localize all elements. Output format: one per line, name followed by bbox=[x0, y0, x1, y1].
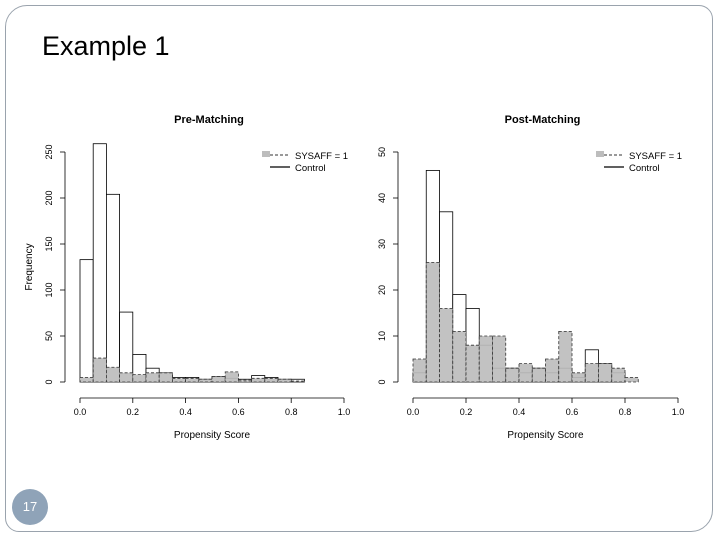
slide-title: Example 1 bbox=[42, 31, 170, 61]
chart2-y-tick-label: 40 bbox=[377, 193, 387, 203]
chart2-y-tick-label: 20 bbox=[377, 285, 387, 295]
chart1-treated-bar bbox=[171, 377, 186, 383]
chart1-y-tick-label: 200 bbox=[44, 190, 54, 205]
chart2-legend-label-treated: SYSAFF = 1 bbox=[629, 151, 682, 162]
chart2-x-tick-label: 0.0 bbox=[407, 407, 420, 417]
chart1-treated-bar bbox=[198, 378, 213, 383]
chart2-treated-bar bbox=[611, 367, 626, 383]
chart1-y-axis-label: Frequency bbox=[24, 243, 35, 290]
chart1-y-tick-label: 100 bbox=[44, 282, 54, 297]
chart1-y-tick-label: 250 bbox=[44, 144, 54, 159]
chart2-legend-label-control: Control bbox=[629, 163, 660, 174]
chart1-treated-bar bbox=[237, 379, 252, 383]
chart2-treated-bar bbox=[624, 376, 639, 383]
chart2-y-tick-label: 50 bbox=[377, 147, 387, 157]
chart1-treated-bar bbox=[119, 372, 134, 383]
slide-number-badge: 17 bbox=[12, 489, 48, 525]
chart1-treated-bar bbox=[211, 376, 226, 383]
chart2-x-axis-label: Propensity Score bbox=[507, 430, 584, 441]
chart1-x-axis-label: Propensity Score bbox=[174, 430, 251, 441]
chart2-treated-bar bbox=[492, 335, 507, 383]
chart1-x-tick-label: 1.0 bbox=[338, 407, 351, 417]
chart2-y-tick-label: 30 bbox=[377, 239, 387, 249]
chart1-control-bar bbox=[106, 193, 121, 383]
chart1-y-tick-label: 0 bbox=[44, 379, 54, 384]
chart1-treated-bar bbox=[224, 371, 239, 383]
chart1-treated-bar bbox=[264, 377, 279, 383]
chart1-y-tick-label: 150 bbox=[44, 236, 54, 251]
chart2-x-tick-label: 1.0 bbox=[672, 407, 685, 417]
chart2-legend-swatch-treated bbox=[596, 151, 604, 157]
chart1-treated-bar bbox=[290, 380, 305, 383]
chart1-x-tick-label: 0.2 bbox=[127, 407, 140, 417]
chart1-x-tick-label: 0.6 bbox=[232, 407, 245, 417]
chart2-treated-bar bbox=[465, 344, 480, 383]
chart1-legend-label-treated: SYSAFF = 1 bbox=[295, 151, 348, 162]
chart1-x-tick-label: 0.0 bbox=[74, 407, 87, 417]
chart1-y-tick-label: 50 bbox=[44, 331, 54, 341]
chart2-x-tick-label: 0.2 bbox=[460, 407, 473, 417]
chart2-treated-bar bbox=[505, 367, 520, 383]
chart2-treated-bar bbox=[531, 367, 546, 383]
chart1-control-bar bbox=[92, 143, 107, 383]
chart1-treated-bar bbox=[185, 377, 200, 383]
chart1-legend-label-control: Control bbox=[295, 163, 326, 174]
chart1-control-bar bbox=[119, 311, 134, 383]
slide-frame bbox=[5, 5, 713, 532]
chart1-treated-bar bbox=[79, 376, 94, 383]
chart1-title: Pre-Matching bbox=[174, 114, 244, 126]
chart2-treated-bar bbox=[412, 358, 427, 383]
chart2-y-tick-label: 10 bbox=[377, 331, 387, 341]
chart2-x-tick-label: 0.6 bbox=[566, 407, 579, 417]
chart1-treated-bar bbox=[106, 366, 121, 383]
chart2-y-tick-label: 0 bbox=[377, 379, 387, 384]
chart1-treated-bar bbox=[132, 374, 147, 383]
chart1-legend-swatch-treated bbox=[262, 151, 270, 157]
chart2-treated-bar bbox=[518, 363, 533, 383]
chart2-treated-bar bbox=[439, 307, 454, 383]
chart1-x-tick-label: 0.4 bbox=[179, 407, 192, 417]
chart1-control-bar bbox=[79, 259, 94, 383]
chart1-treated-bar bbox=[92, 357, 107, 383]
chart2-treated-bar bbox=[571, 372, 586, 383]
chart1-x-tick-label: 0.8 bbox=[285, 407, 298, 417]
chart2-treated-bar bbox=[478, 335, 493, 383]
chart2-treated-bar bbox=[545, 358, 560, 383]
chart1-treated-bar bbox=[145, 372, 160, 383]
chart2-treated-bar bbox=[558, 330, 573, 383]
chart2-x-tick-label: 0.8 bbox=[619, 407, 632, 417]
chart1-treated-bar bbox=[158, 372, 173, 383]
chart2-treated-bar bbox=[598, 363, 613, 383]
chart2-treated-bar bbox=[425, 261, 440, 383]
chart1-treated-bar bbox=[277, 378, 292, 383]
chart2-treated-bar bbox=[584, 363, 599, 383]
chart2-treated-bar bbox=[452, 330, 467, 383]
chart1-treated-bar bbox=[251, 377, 266, 383]
chart2-title: Post-Matching bbox=[505, 114, 581, 126]
chart2-x-tick-label: 0.4 bbox=[513, 407, 526, 417]
